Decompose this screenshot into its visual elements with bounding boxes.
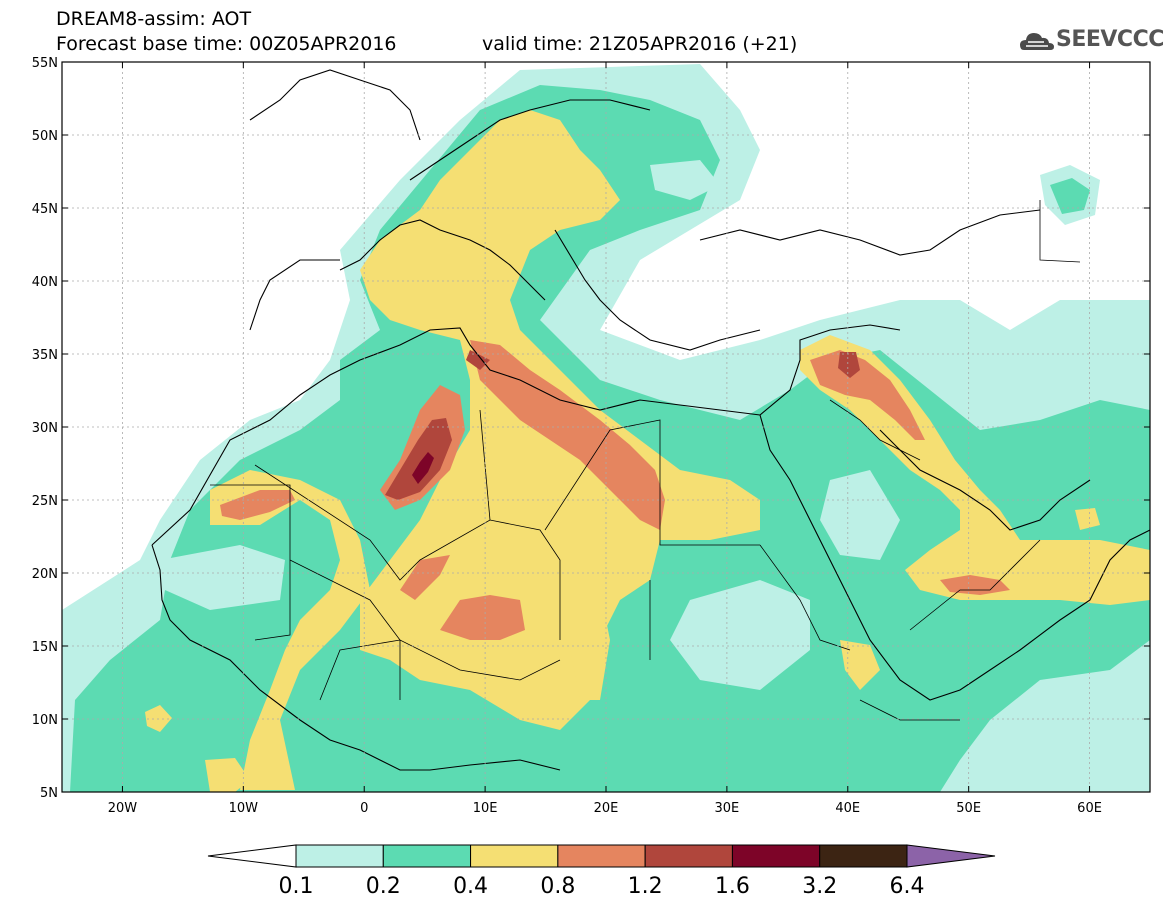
- country-borders: [210, 200, 1081, 721]
- lat-label: 40N: [32, 275, 58, 290]
- logo-text: SEEVCCC: [1056, 27, 1164, 52]
- longitude-labels: 20W 10W 0 10E 20E 30E 40E 50E 60E: [108, 801, 1102, 816]
- lat-label: 20N: [32, 567, 58, 582]
- colorbar-label: 0.4: [453, 874, 488, 899]
- valid-time: valid time: 21Z05APR2016 (+21): [482, 33, 798, 55]
- colorbar-box: [644, 844, 733, 868]
- lon-label: 60E: [1077, 801, 1102, 816]
- lat-label: 30N: [32, 421, 58, 436]
- lat-label: 55N: [32, 56, 58, 71]
- colorbar: [207, 844, 996, 868]
- lon-label: 10W: [229, 801, 259, 816]
- lat-label: 15N: [32, 640, 58, 655]
- lon-label: 0: [360, 801, 368, 816]
- graticule: [62, 62, 1150, 792]
- colorbar-label: 0.1: [279, 874, 314, 899]
- colorbar-label: 0.8: [540, 874, 575, 899]
- cloud-logo-icon: [1020, 33, 1054, 50]
- aot-contour-field: [62, 62, 1150, 792]
- lon-label: 10E: [473, 801, 498, 816]
- lon-label: 20W: [108, 801, 138, 816]
- latitude-labels: 55N 50N 45N 40N 35N 30N 25N 20N 15N 10N 5N: [32, 56, 58, 801]
- lat-label: 25N: [32, 494, 58, 509]
- colorbar-label: 1.2: [628, 874, 663, 899]
- colorbar-label: 1.6: [715, 874, 750, 899]
- lat-label: 10N: [32, 713, 58, 728]
- colorbar-box: [731, 844, 821, 868]
- lon-label: 50E: [956, 801, 981, 816]
- colorbar-box: [295, 844, 384, 868]
- colorbar-box: [382, 844, 472, 868]
- lat-label: 50N: [32, 129, 58, 144]
- colorbar-over-arrow: [906, 844, 996, 868]
- lon-label: 20E: [594, 801, 619, 816]
- lat-label: 35N: [32, 348, 58, 363]
- lat-label: 45N: [32, 202, 58, 217]
- lon-label: 40E: [835, 801, 860, 816]
- axis-ticks: [62, 61, 1150, 793]
- lon-label: 30E: [715, 801, 740, 816]
- colorbar-label: 0.2: [366, 874, 401, 899]
- map-title: DREAM8-assim: AOT: [56, 8, 252, 30]
- lat-label: 5N: [40, 786, 58, 801]
- colorbar-box: [819, 844, 908, 868]
- colorbar-box: [470, 844, 559, 868]
- coastlines: [151, 69, 1150, 771]
- forecast-base-time: Forecast base time: 00Z05APR2016: [56, 33, 397, 55]
- colorbar-box: [557, 844, 646, 868]
- colorbar-label: 3.2: [802, 874, 837, 899]
- colorbar-label: 6.4: [890, 874, 925, 899]
- colorbar-labels: 0.1 0.2 0.4 0.8 1.2 1.6 3.2 6.4: [279, 874, 925, 899]
- colorbar-under-arrow: [207, 844, 297, 868]
